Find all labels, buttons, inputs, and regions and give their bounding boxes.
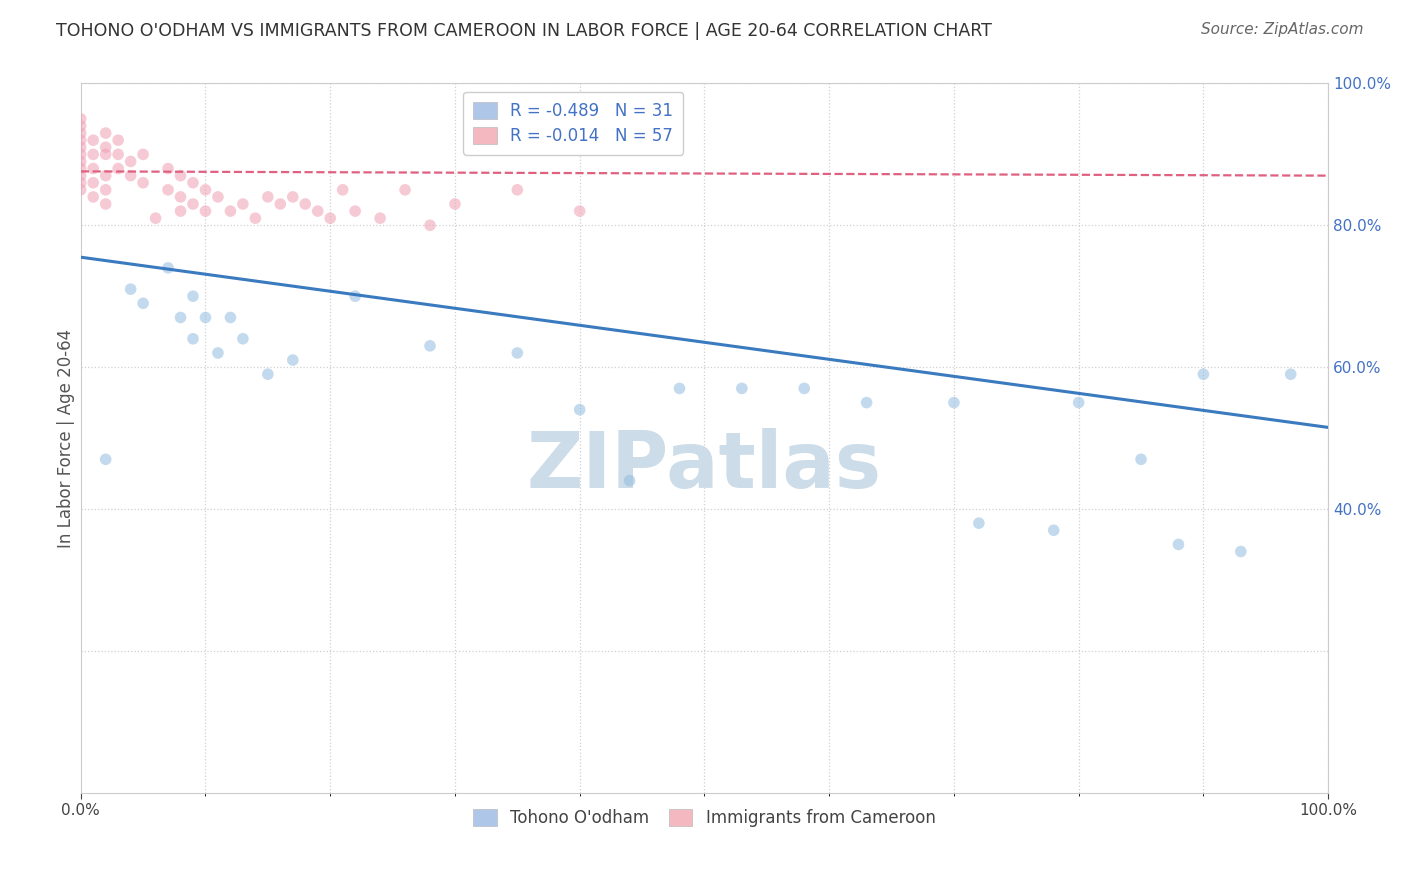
Point — [94, 169, 117, 183]
Point — [69, 133, 91, 147]
Point — [181, 289, 204, 303]
Point — [281, 353, 304, 368]
Point — [444, 197, 467, 211]
Point — [132, 296, 155, 310]
Point — [69, 176, 91, 190]
Point — [69, 183, 91, 197]
Point — [157, 161, 180, 176]
Point — [69, 154, 91, 169]
Point — [69, 119, 91, 133]
Point — [169, 204, 191, 219]
Point — [506, 183, 529, 197]
Point — [94, 126, 117, 140]
Point — [855, 395, 877, 409]
Point — [69, 161, 91, 176]
Point — [1130, 452, 1153, 467]
Point — [94, 183, 117, 197]
Point — [169, 310, 191, 325]
Point — [394, 183, 416, 197]
Point — [169, 169, 191, 183]
Point — [568, 402, 591, 417]
Point — [344, 204, 367, 219]
Point — [120, 169, 142, 183]
Point — [668, 381, 690, 395]
Point — [107, 147, 129, 161]
Point — [157, 260, 180, 275]
Point — [232, 332, 254, 346]
Point — [181, 176, 204, 190]
Point — [145, 211, 167, 226]
Point — [157, 183, 180, 197]
Text: TOHONO O'ODHAM VS IMMIGRANTS FROM CAMEROON IN LABOR FORCE | AGE 20-64 CORRELATIO: TOHONO O'ODHAM VS IMMIGRANTS FROM CAMERO… — [56, 22, 993, 40]
Point — [120, 282, 142, 296]
Point — [332, 183, 354, 197]
Point — [132, 147, 155, 161]
Text: ZIPatlas: ZIPatlas — [527, 428, 882, 504]
Point — [1279, 368, 1302, 382]
Point — [194, 204, 217, 219]
Point — [69, 112, 91, 126]
Point — [368, 211, 391, 226]
Point — [219, 204, 242, 219]
Point — [169, 190, 191, 204]
Point — [107, 161, 129, 176]
Point — [619, 474, 641, 488]
Point — [82, 190, 104, 204]
Point — [94, 147, 117, 161]
Point — [419, 339, 441, 353]
Point — [219, 310, 242, 325]
Point — [69, 126, 91, 140]
Point — [419, 219, 441, 233]
Point — [194, 310, 217, 325]
Point — [132, 176, 155, 190]
Point — [181, 332, 204, 346]
Point — [82, 176, 104, 190]
Point — [120, 154, 142, 169]
Point — [1067, 395, 1090, 409]
Legend: Tohono O'odham, Immigrants from Cameroon: Tohono O'odham, Immigrants from Cameroon — [467, 803, 942, 834]
Point — [568, 204, 591, 219]
Point — [281, 190, 304, 204]
Point — [94, 452, 117, 467]
Point — [69, 140, 91, 154]
Point — [207, 190, 229, 204]
Point — [307, 204, 329, 219]
Point — [94, 140, 117, 154]
Point — [194, 183, 217, 197]
Point — [257, 190, 280, 204]
Point — [319, 211, 342, 226]
Point — [731, 381, 754, 395]
Point — [1192, 368, 1215, 382]
Point — [967, 516, 990, 530]
Point — [181, 197, 204, 211]
Point — [1042, 523, 1064, 537]
Point — [69, 147, 91, 161]
Point — [269, 197, 291, 211]
Point — [232, 197, 254, 211]
Point — [344, 289, 367, 303]
Y-axis label: In Labor Force | Age 20-64: In Labor Force | Age 20-64 — [58, 328, 75, 548]
Point — [1230, 544, 1253, 558]
Point — [82, 161, 104, 176]
Point — [69, 169, 91, 183]
Point — [107, 133, 129, 147]
Text: Source: ZipAtlas.com: Source: ZipAtlas.com — [1201, 22, 1364, 37]
Point — [82, 147, 104, 161]
Point — [942, 395, 965, 409]
Point — [245, 211, 267, 226]
Point — [82, 133, 104, 147]
Point — [257, 368, 280, 382]
Point — [1167, 537, 1189, 551]
Point — [294, 197, 316, 211]
Point — [94, 197, 117, 211]
Point — [207, 346, 229, 360]
Point — [793, 381, 815, 395]
Point — [506, 346, 529, 360]
